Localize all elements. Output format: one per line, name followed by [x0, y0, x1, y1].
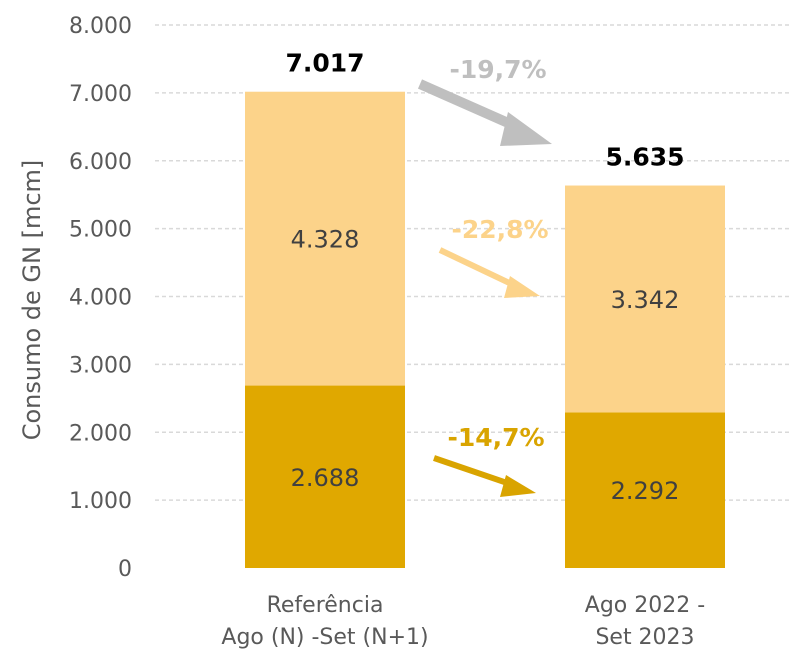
bar-segment	[565, 185, 725, 413]
segment-value-label: 3.342	[611, 286, 680, 314]
y-tick-label: 6.000	[69, 150, 132, 175]
arrow-upper	[438, 247, 522, 291]
category-label: Set 2023	[595, 625, 694, 650]
y-tick-label: 5.000	[69, 218, 132, 243]
bars	[245, 91, 725, 568]
y-tick-label: 0	[118, 557, 132, 582]
total-value-label: 5.635	[605, 143, 684, 172]
y-tick-label: 7.000	[69, 82, 132, 107]
category-label: Ago 2022 -	[585, 593, 705, 618]
y-axis-label: Consumo de GN [mcm]	[18, 160, 46, 441]
y-tick-label: 4.000	[69, 286, 132, 311]
bar-segment	[245, 385, 405, 568]
segment-value-label: 2.292	[611, 477, 680, 505]
segment-value-label: 2.688	[291, 464, 360, 492]
change-annotation-lower: -14,7%	[433, 423, 545, 497]
change-label-upper: -22,8%	[451, 215, 548, 244]
total-labels: 7.017 5.635	[285, 49, 684, 172]
bar-segment	[245, 91, 405, 386]
y-tick-label: 3.000	[69, 353, 132, 378]
total-value-label: 7.017	[285, 49, 364, 78]
arrow-upper-head	[504, 276, 540, 298]
change-annotation-total: -19,7%	[417, 55, 552, 146]
y-axis-ticks: 0 1.000 2.000 3.000 4.000 5.000 6.000 7.000 8.00…	[69, 14, 132, 582]
y-tick-label: 1.000	[69, 489, 132, 514]
change-label-total: -19,7%	[449, 55, 546, 84]
arrow-total-head	[500, 112, 552, 146]
bar-segment	[565, 412, 725, 568]
segment-labels: 2.688 4.328 2.292 3.342	[291, 226, 680, 506]
arrow-lower-head	[500, 475, 536, 497]
y-tick-label: 8.000	[69, 14, 132, 39]
category-labels: Referência Ago (N) -Set (N+1) Ago 2022 - Se…	[221, 593, 705, 650]
category-label: Referência	[267, 593, 384, 618]
category-label: Ago (N) -Set (N+1)	[221, 625, 428, 650]
arrow-lower	[433, 455, 517, 489]
change-annotation-upper: -22,8%	[438, 215, 549, 298]
y-tick-label: 2.000	[69, 421, 132, 446]
segment-value-label: 4.328	[291, 226, 360, 254]
change-label-lower: -14,7%	[447, 423, 544, 452]
